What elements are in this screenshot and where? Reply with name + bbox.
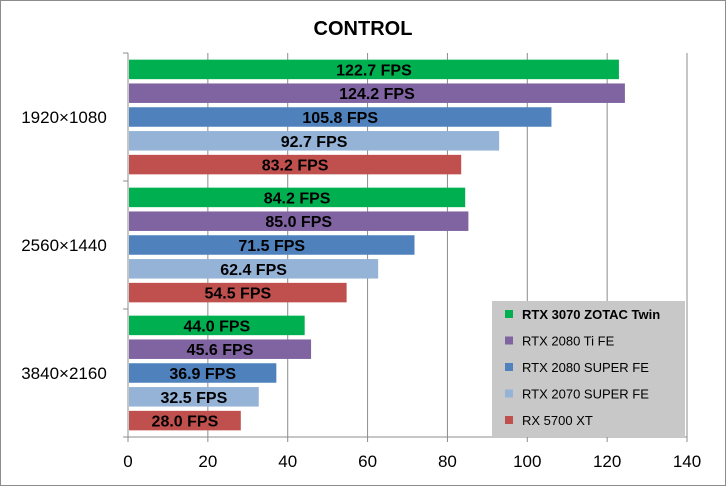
- bar: [129, 363, 277, 383]
- data-label: 84.2 FPS: [264, 190, 331, 207]
- bar: [129, 59, 619, 80]
- bar: [129, 315, 305, 336]
- bar: [129, 154, 462, 175]
- bar: [129, 339, 312, 359]
- bars: 122.7 FPS 124.2 FPS 105.8 FPS 92.7 FPS 83.2 …: [129, 59, 625, 431]
- x-tick-label: 140: [673, 452, 701, 471]
- legend-label: RTX 2080 SUPER FE: [522, 360, 649, 375]
- axes: 0 20 40 60 80 100 120 140 1920×1080 2560×1440 3840…: [21, 52, 701, 471]
- data-label: 36.9 FPS: [169, 366, 236, 383]
- bar: [129, 211, 469, 231]
- data-label: 105.8 FPS: [302, 110, 378, 127]
- bar: [129, 131, 500, 151]
- category-label: 2560×1440: [21, 236, 107, 255]
- data-label: 32.5 FPS: [161, 390, 228, 407]
- x-tick-label: 60: [358, 452, 377, 471]
- bar: [129, 282, 347, 303]
- legend-swatch: [505, 336, 513, 345]
- data-label: 71.5 FPS: [238, 238, 305, 255]
- legend-label: RTX 3070 ZOTAC Twin: [522, 307, 660, 322]
- category-label: 1920×1080: [21, 108, 107, 127]
- data-label: 54.5 FPS: [204, 286, 271, 303]
- data-label: 83.2 FPS: [262, 158, 329, 175]
- legend-label: RTX 2070 SUPER FE: [522, 387, 649, 402]
- data-label: 124.2 FPS: [339, 86, 415, 103]
- legend: RTX 3070 ZOTAC Twin RTX 2080 Ti FE RTX 208…: [492, 301, 685, 437]
- x-tick-label: 0: [123, 452, 132, 471]
- data-label: 62.4 FPS: [220, 262, 287, 279]
- bar: [129, 387, 259, 407]
- data-label: 28.0 FPS: [152, 414, 219, 431]
- legend-swatch: [505, 363, 513, 371]
- data-label: 92.7 FPS: [281, 134, 348, 151]
- x-tick-label: 100: [513, 452, 541, 471]
- legend-swatch: [505, 389, 513, 398]
- chart-title: CONTROL: [314, 18, 413, 40]
- data-label: 45.6 FPS: [187, 342, 254, 359]
- legend-label: RTX 2080 Ti FE: [522, 334, 615, 349]
- legend-box: [492, 301, 685, 437]
- bar: [129, 107, 552, 127]
- x-tick-label: 40: [278, 452, 297, 471]
- x-tick-label: 120: [593, 452, 621, 471]
- bar: [129, 83, 625, 103]
- legend-swatch: [505, 416, 513, 424]
- legend-label: RX 5700 XT: [522, 413, 593, 428]
- data-label: 85.0 FPS: [265, 214, 332, 231]
- legend-swatch: [505, 310, 513, 318]
- x-tick-label: 80: [438, 452, 457, 471]
- bar: [129, 187, 466, 208]
- category-label: 3840×2160: [21, 364, 107, 383]
- data-label: 122.7 FPS: [336, 62, 412, 79]
- bar: [129, 235, 415, 255]
- data-label: 44.0 FPS: [183, 318, 250, 335]
- bar: [129, 259, 379, 279]
- bar: [129, 410, 241, 431]
- x-tick-label: 20: [198, 452, 217, 471]
